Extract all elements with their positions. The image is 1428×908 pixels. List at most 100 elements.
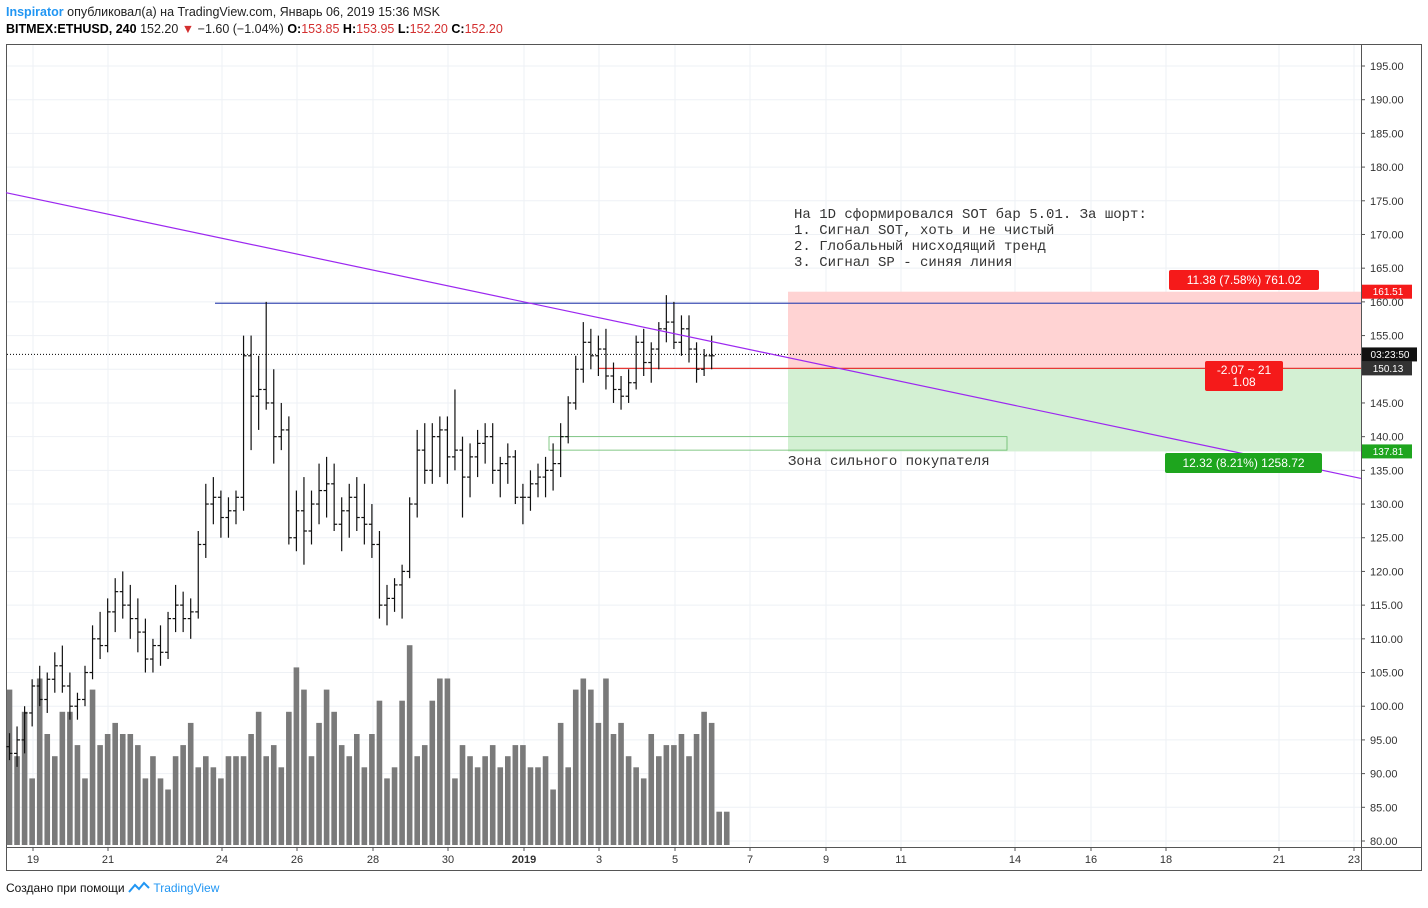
ohlc-bar bbox=[300, 477, 307, 565]
ohlc-bar bbox=[686, 315, 692, 363]
ohlc-bar bbox=[482, 423, 489, 464]
ohlc-bar bbox=[519, 483, 526, 525]
volume-bar bbox=[618, 722, 624, 845]
ohlc-bar bbox=[535, 463, 541, 498]
volume-bar bbox=[482, 756, 488, 845]
y-tick-label: 90.00 bbox=[1370, 769, 1398, 781]
volume-bar bbox=[671, 745, 677, 845]
x-tick-label: 28 bbox=[367, 854, 379, 866]
volume-bar bbox=[203, 756, 209, 845]
ohlc-bar bbox=[21, 706, 28, 754]
ohlc-bar bbox=[270, 369, 277, 464]
volume-bar bbox=[331, 711, 337, 845]
volume-bar bbox=[6, 689, 13, 845]
volume-bar bbox=[376, 700, 383, 845]
volume-bar bbox=[127, 734, 134, 845]
quote-line: BITMEX:ETHUSD, 240 152.20 ▼ −1.60 (−1.04… bbox=[6, 21, 503, 38]
volume-bar bbox=[233, 756, 239, 845]
buyer-zone-label[interactable]: Зона сильного покупателя bbox=[788, 454, 990, 470]
y-tick-label: 165.00 bbox=[1370, 263, 1404, 275]
ohlc-bar bbox=[557, 423, 564, 478]
volume-bar bbox=[527, 767, 534, 845]
ohlc-bar bbox=[451, 389, 458, 471]
y-tick-label: 175.00 bbox=[1370, 196, 1404, 208]
ohlc-bar bbox=[89, 625, 96, 680]
price-axis[interactable]: 195.00 190.00 185.00 180.00 175.00 170.00 165.… bbox=[1361, 61, 1404, 848]
volume-bar bbox=[210, 767, 217, 845]
created-with-text: Создано при помощи bbox=[6, 881, 125, 895]
volume-bar bbox=[157, 778, 164, 845]
ohlc-bar bbox=[74, 692, 81, 720]
strong-buyer-zone-rect[interactable] bbox=[548, 436, 1008, 451]
volume-bar bbox=[74, 745, 81, 845]
y-tick-label: 170.00 bbox=[1370, 229, 1404, 241]
annotation-line-4[interactable]: 3. Сигнал SP - синяя линия bbox=[794, 255, 1012, 271]
volume-bar bbox=[701, 711, 707, 845]
ohlc-bar bbox=[542, 456, 549, 498]
ohlc-bar bbox=[134, 598, 141, 653]
volume-bar bbox=[723, 811, 730, 845]
y-tick-label: 95.00 bbox=[1370, 735, 1398, 747]
annotation-line-2[interactable]: 1. Сигнал SOT, хоть и не чистый bbox=[794, 222, 1054, 239]
down-arrow-icon: ▼ bbox=[181, 22, 195, 36]
ohlc-bar bbox=[112, 578, 119, 633]
annotation-line-3[interactable]: 2. Глобальный нисходящий тренд bbox=[794, 238, 1046, 255]
tradingview-link[interactable]: TradingView bbox=[153, 881, 220, 895]
volume-bar bbox=[354, 734, 360, 845]
x-tick-label: 2019 bbox=[512, 854, 536, 866]
volume-bar bbox=[595, 722, 602, 845]
ohlc-bar bbox=[233, 490, 239, 525]
volume-bar bbox=[165, 789, 171, 845]
volume-bar bbox=[557, 722, 564, 845]
high-value: 153.95 bbox=[356, 22, 395, 36]
volume-bar bbox=[421, 745, 428, 845]
x-tick-label: 23 bbox=[1348, 854, 1360, 866]
volume-bar bbox=[686, 756, 692, 845]
ohlc-bar bbox=[285, 416, 292, 545]
x-tick-label: 9 bbox=[823, 854, 829, 866]
ohlc-bar bbox=[376, 531, 383, 619]
y-tick-label: 80.00 bbox=[1370, 836, 1398, 848]
ohlc-bar bbox=[436, 416, 443, 478]
volume-bar bbox=[301, 689, 307, 845]
ohlc-bar bbox=[142, 618, 149, 673]
stop-badge-bg bbox=[1169, 270, 1319, 290]
ohlc-bar bbox=[248, 335, 255, 451]
volume-bar bbox=[588, 689, 594, 845]
ohlc-bar bbox=[587, 328, 594, 370]
risk-badge-bg bbox=[1205, 361, 1283, 391]
volume-bar bbox=[444, 678, 451, 845]
y-tick-label: 155.00 bbox=[1370, 331, 1404, 343]
volume-bar bbox=[708, 722, 715, 845]
volume-bar bbox=[135, 745, 141, 845]
stop-loss-zone[interactable] bbox=[788, 291, 1361, 369]
annotation-line-1[interactable]: На 1D сформировался SOT бар 5.01. За шор… bbox=[794, 206, 1147, 223]
volume-bar bbox=[293, 667, 300, 845]
y-tick-label: 140.00 bbox=[1370, 432, 1404, 444]
ohlc-bar bbox=[293, 490, 300, 552]
y-tick-label: 105.00 bbox=[1370, 668, 1404, 680]
countdown-tag: 03:23:50 bbox=[1371, 350, 1410, 361]
ohlc-bar bbox=[633, 335, 640, 390]
symbol-name[interactable]: BITMEX:ETHUSD, 240 bbox=[6, 22, 137, 36]
downtrend-line[interactable] bbox=[5, 192, 1362, 480]
ohlc-bar bbox=[202, 483, 209, 558]
y-tick-label: 130.00 bbox=[1370, 499, 1404, 511]
y-tick-label: 120.00 bbox=[1370, 566, 1404, 578]
low-value: 152.20 bbox=[409, 22, 448, 36]
volume-bar bbox=[467, 756, 473, 845]
ohlc-bar bbox=[225, 497, 232, 538]
y-tick-label: 190.00 bbox=[1370, 95, 1404, 107]
author-link[interactable]: Inspirator bbox=[6, 5, 64, 19]
ohlc-bar bbox=[66, 672, 73, 720]
volume-bar bbox=[308, 756, 315, 845]
time-axis[interactable]: 19 21 24 26 28 30 2019 3 5 7 9 11 14 16 18 21 23 bbox=[27, 847, 1360, 866]
footer: Создано при помощи TradingView bbox=[6, 881, 219, 895]
ohlc-bar bbox=[504, 443, 511, 484]
ohlc-bar bbox=[217, 490, 224, 538]
volume-bar bbox=[218, 778, 224, 845]
x-tick-label: 30 bbox=[442, 854, 454, 866]
y-tick-label: 145.00 bbox=[1370, 398, 1404, 410]
ohlc-bar bbox=[29, 679, 36, 727]
